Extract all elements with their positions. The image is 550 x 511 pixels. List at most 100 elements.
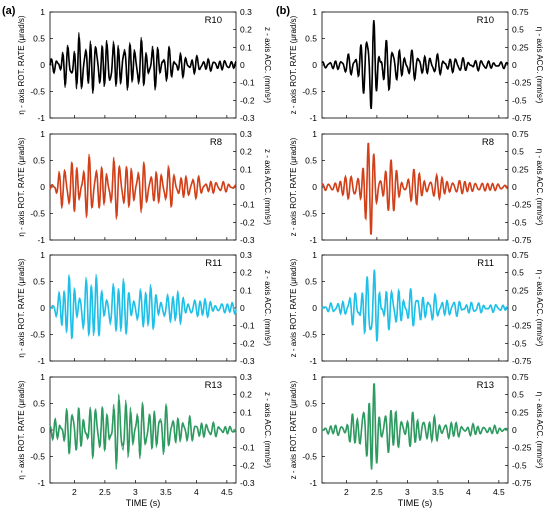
left-tick-label: -1 bbox=[37, 478, 45, 488]
left-tick-label: 0.5 bbox=[33, 399, 45, 409]
left-tick-label: 0.5 bbox=[33, 156, 45, 166]
y-axis-label-left: z - axis ROT. RATE (μrad/s) bbox=[289, 380, 298, 479]
right-tick-label: 0.5 bbox=[512, 268, 524, 278]
right-tick-label: 0 bbox=[240, 303, 245, 313]
plot-b-r11: 1 0.5 0 -0.5 -1 0.75 0.5 0.25 0 -0.25 -0.5 -0.75 z -… bbox=[289, 250, 544, 366]
right-tick-label: 0.25 bbox=[512, 407, 529, 417]
right-tick-label: 0.2 bbox=[240, 25, 252, 35]
left-tick-label: -0.5 bbox=[30, 209, 45, 219]
right-tick-label: 0.5 bbox=[512, 147, 524, 157]
x-tick-label: 2.5 bbox=[371, 487, 383, 497]
right-tick-label: 0.75 bbox=[512, 372, 529, 382]
plot-a-r10: 1 0.5 0 -0.5 -1 0.3 0.2 0.1 0 -0.1 -0.2 -0.3 η - axi… bbox=[17, 7, 272, 123]
left-tick-label: -0.5 bbox=[30, 87, 45, 97]
right-tick-label: -0.1 bbox=[240, 78, 255, 88]
left-tick-label: 1 bbox=[312, 7, 317, 17]
right-tick-label: 0 bbox=[512, 60, 517, 70]
left-tick-label: -1 bbox=[309, 113, 317, 123]
left-tick-label: 0.5 bbox=[305, 277, 317, 287]
plot-a-r11: 10.50-0.5-10.30.20.10-0.1-0.2-0.3η - axi… bbox=[17, 250, 272, 366]
right-tick-label: 0.75 bbox=[512, 250, 529, 260]
x-tick-label: 3.5 bbox=[160, 487, 172, 497]
right-tick-label: 0 bbox=[240, 60, 245, 70]
left-tick-label: -0.5 bbox=[302, 452, 317, 462]
y-axis-label-left: z - axis ROT. RATE (μrad/s) bbox=[289, 15, 298, 114]
station-label: R13 bbox=[205, 380, 222, 391]
left-tick-label: 1 bbox=[40, 7, 45, 17]
right-tick-label: 0.3 bbox=[240, 372, 252, 382]
series-line-2 bbox=[50, 274, 236, 339]
right-tick-label: -0.75 bbox=[512, 113, 532, 123]
right-tick-label: -0.2 bbox=[240, 460, 255, 470]
plot-b-r8: 10.50-0.5-10.750.50.250-0.25-0.5-0.75z -… bbox=[289, 129, 544, 245]
y-axis-label-right: η - axis ACC. (mm/s²) bbox=[535, 149, 544, 226]
plot-b-r13: 1 0.5 0 -0.5 -1 0.75 0.5 0.25 0 -0.25 -0.5 -0.75 2 2.… bbox=[289, 372, 544, 497]
y-axis-label-right: z - axis ACC. (mm/s²) bbox=[263, 392, 272, 468]
right-tick-label: 0.1 bbox=[240, 407, 252, 417]
plot-b-r10: 10.50-0.5-10.750.50.250-0.25-0.5-0.75z -… bbox=[289, 7, 544, 123]
left-tick-label: -0.5 bbox=[302, 87, 317, 97]
left-tick-label: -1 bbox=[37, 356, 45, 366]
left-tick-label: 0 bbox=[40, 182, 45, 192]
left-tick-label: 0.5 bbox=[305, 399, 317, 409]
right-tick-label: -0.3 bbox=[240, 235, 255, 245]
right-tick-label: 0 bbox=[512, 303, 517, 313]
panel-label-b: (b) bbox=[276, 5, 290, 17]
left-tick-label: 1 bbox=[312, 250, 317, 260]
y-axis-label-left: z - axis ROT. RATE (μrad/s) bbox=[289, 258, 298, 357]
y-axis-label-right: z - axis ACC. (mm/s²) bbox=[263, 27, 272, 103]
y-axis-label-left: η - axis ROT. RATE (μrad/s) bbox=[17, 380, 26, 479]
y-axis-label-left: η - axis ROT. RATE (μrad/s) bbox=[17, 15, 26, 114]
plot-a-r8: 1 0.5 0 -0.5 -1 0.3 0.2 0.1 0 -0.1 -0.2 -0.3 η - axi… bbox=[17, 129, 272, 245]
station-label: R8 bbox=[482, 137, 494, 148]
right-tick-label: -0.5 bbox=[512, 338, 527, 348]
left-tick-label: 0 bbox=[40, 425, 45, 435]
left-tick-label: -0.5 bbox=[302, 330, 317, 340]
right-tick-label: 0.1 bbox=[240, 164, 252, 174]
left-tick-label: 1 bbox=[40, 372, 45, 382]
right-tick-label: -0.1 bbox=[240, 321, 255, 331]
left-tick-label: -1 bbox=[37, 113, 45, 123]
right-tick-label: 0.25 bbox=[512, 285, 529, 295]
left-tick-label: 0 bbox=[312, 182, 317, 192]
right-tick-label: 0.2 bbox=[240, 390, 252, 400]
left-tick-label: -1 bbox=[37, 235, 45, 245]
right-tick-label: -0.5 bbox=[512, 95, 527, 105]
left-tick-label: 0.5 bbox=[33, 34, 45, 44]
left-tick-label: 1 bbox=[40, 129, 45, 139]
right-tick-label: -0.75 bbox=[512, 235, 532, 245]
plot-frame bbox=[322, 377, 508, 483]
right-tick-label: -0.3 bbox=[240, 478, 255, 488]
y-axis-label-left: z - axis ROT. RATE (μrad/s) bbox=[289, 137, 298, 236]
panel-label-a: (a) bbox=[2, 5, 16, 17]
x-tick-label: 4.5 bbox=[221, 487, 233, 497]
right-tick-label: -0.1 bbox=[240, 443, 255, 453]
left-tick-label: -1 bbox=[309, 356, 317, 366]
left-tick-label: 1 bbox=[312, 129, 317, 139]
right-tick-label: -0.25 bbox=[512, 443, 532, 453]
y-axis-label-left: η - axis ROT. RATE (μrad/s) bbox=[17, 258, 26, 357]
right-tick-label: -0.25 bbox=[512, 200, 532, 210]
x-tick-label: 4.5 bbox=[493, 487, 505, 497]
right-tick-label: 0.75 bbox=[512, 129, 529, 139]
left-tick-label: 1 bbox=[312, 372, 317, 382]
right-tick-label: 0.3 bbox=[240, 129, 252, 139]
x-tick-label: 2 bbox=[72, 487, 77, 497]
series-line-2 bbox=[322, 387, 508, 467]
right-tick-label: -0.75 bbox=[512, 478, 532, 488]
right-tick-label: 0.25 bbox=[512, 42, 529, 52]
left-tick-label: 0 bbox=[40, 303, 45, 313]
station-label: R10 bbox=[477, 15, 494, 26]
right-tick-label: -0.5 bbox=[512, 217, 527, 227]
right-tick-label: 0.3 bbox=[240, 250, 252, 260]
right-tick-label: 0 bbox=[240, 182, 245, 192]
station-label: R8 bbox=[210, 137, 222, 148]
left-tick-label: 0.5 bbox=[305, 34, 317, 44]
right-tick-label: 0.5 bbox=[512, 390, 524, 400]
series-line-2 bbox=[322, 146, 508, 229]
right-tick-label: 0.2 bbox=[240, 147, 252, 157]
x-tick-label: 4 bbox=[466, 487, 471, 497]
right-tick-label: 0.1 bbox=[240, 285, 252, 295]
right-tick-label: 0.5 bbox=[512, 25, 524, 35]
